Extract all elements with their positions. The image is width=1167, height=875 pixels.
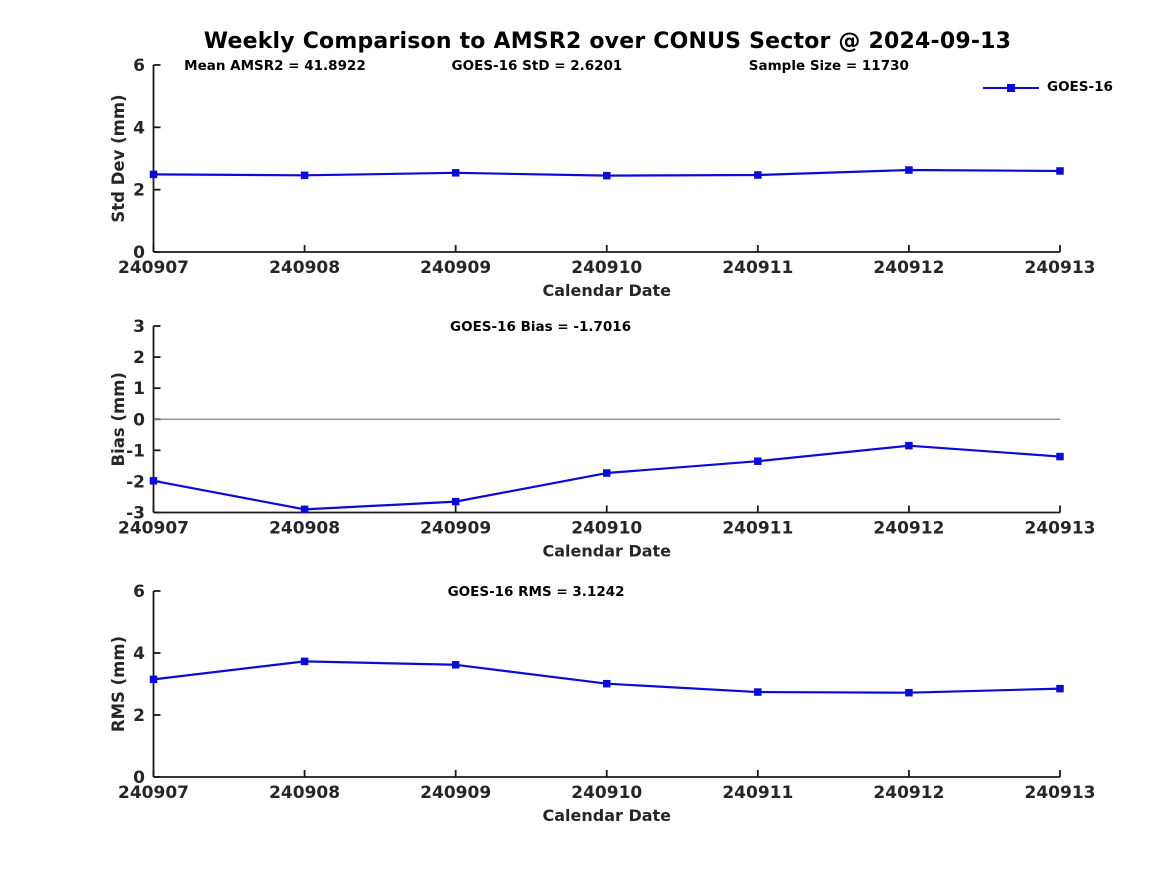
y-tick-label: 6 [133, 56, 145, 76]
x-tick-label: 240907 [118, 519, 189, 539]
data-point-marker [905, 441, 913, 450]
x-tick-label: 240909 [420, 783, 491, 803]
data-point-marker [1056, 452, 1064, 461]
data-point-marker [754, 171, 762, 179]
x-axis-title: Calendar Date [542, 281, 671, 300]
data-point-marker [603, 171, 611, 180]
data-point-marker [451, 497, 460, 506]
y-tick-label: 0 [133, 410, 145, 430]
y-tick-label: 2 [133, 181, 145, 201]
y-tick-label: -3 [126, 504, 145, 524]
y-tick-label: -2 [126, 472, 145, 492]
x-axis-title: Calendar Date [542, 542, 671, 561]
stat-annotation: GOES-16 RMS = 3.1242 [448, 584, 625, 600]
y-tick-label: 0 [133, 768, 145, 788]
data-point-marker [905, 166, 913, 174]
stat-annotation: Mean AMSR2 = 41.8922 [184, 58, 366, 74]
stat-annotation: Sample Size = 11730 [749, 58, 909, 74]
y-tick-label: 2 [133, 348, 145, 368]
x-axis-title: Calendar Date [542, 806, 671, 825]
data-point-marker [149, 675, 158, 684]
y-axis-title: RMS (mm) [109, 636, 128, 732]
data-point-marker [149, 170, 158, 179]
data-point-marker [300, 657, 309, 666]
x-tick-label: 240907 [118, 783, 189, 803]
chart-title: Weekly Comparison to AMSR2 over CONUS Se… [203, 29, 1012, 54]
stat-annotation: GOES-16 StD = 2.6201 [452, 58, 623, 74]
x-tick-label: 240910 [571, 783, 642, 803]
data-point-marker [300, 171, 309, 180]
x-tick-label: 240908 [269, 258, 340, 278]
data-line [153, 660, 1061, 694]
y-tick-label: -1 [126, 441, 145, 461]
legend-series-label: GOES-16 [1047, 79, 1113, 95]
legend: GOES-16 [983, 79, 1113, 95]
x-tick-label: 240912 [873, 258, 944, 278]
data-point-marker [300, 505, 309, 514]
x-tick-label: 240909 [420, 519, 491, 539]
y-axis-title: Bias (mm) [109, 372, 128, 466]
y-tick-label: 2 [133, 706, 145, 726]
x-tick-label: 240913 [1025, 519, 1096, 539]
x-tick-label: 240911 [722, 519, 793, 539]
data-point-marker [149, 477, 158, 485]
x-tick-label: 240907 [118, 258, 189, 278]
legend-square-marker-icon [1007, 83, 1015, 92]
y-tick-label: 4 [133, 118, 145, 138]
data-point-marker [754, 457, 762, 465]
x-tick-label: 240910 [571, 258, 642, 278]
x-tick-label: 240913 [1025, 258, 1096, 278]
x-tick-label: 240913 [1025, 783, 1096, 803]
x-tick-label: 240909 [420, 258, 491, 278]
stat-annotation: GOES-16 Bias = -1.7016 [450, 319, 631, 335]
data-point-marker [1056, 684, 1064, 693]
y-tick-label: 3 [133, 317, 145, 337]
legend-line-sample [983, 80, 1039, 95]
data-point-marker [1056, 167, 1064, 175]
y-axis-title: Std Dev (mm) [109, 94, 128, 222]
y-tick-label: 4 [133, 644, 145, 664]
data-point-marker [603, 469, 611, 477]
x-tick-label: 240911 [722, 783, 793, 803]
data-point-marker [754, 688, 762, 696]
data-point-marker [451, 661, 460, 669]
y-tick-label: 0 [133, 243, 145, 263]
y-tick-label: 1 [133, 379, 145, 399]
x-tick-label: 240908 [269, 783, 340, 803]
data-point-marker [905, 688, 913, 697]
data-point-marker [451, 169, 460, 177]
x-tick-label: 240912 [873, 519, 944, 539]
x-tick-label: 240908 [269, 519, 340, 539]
x-tick-label: 240912 [873, 783, 944, 803]
x-tick-label: 240911 [722, 258, 793, 278]
data-point-marker [603, 679, 611, 688]
x-tick-label: 240910 [571, 519, 642, 539]
y-tick-label: 6 [133, 582, 145, 602]
